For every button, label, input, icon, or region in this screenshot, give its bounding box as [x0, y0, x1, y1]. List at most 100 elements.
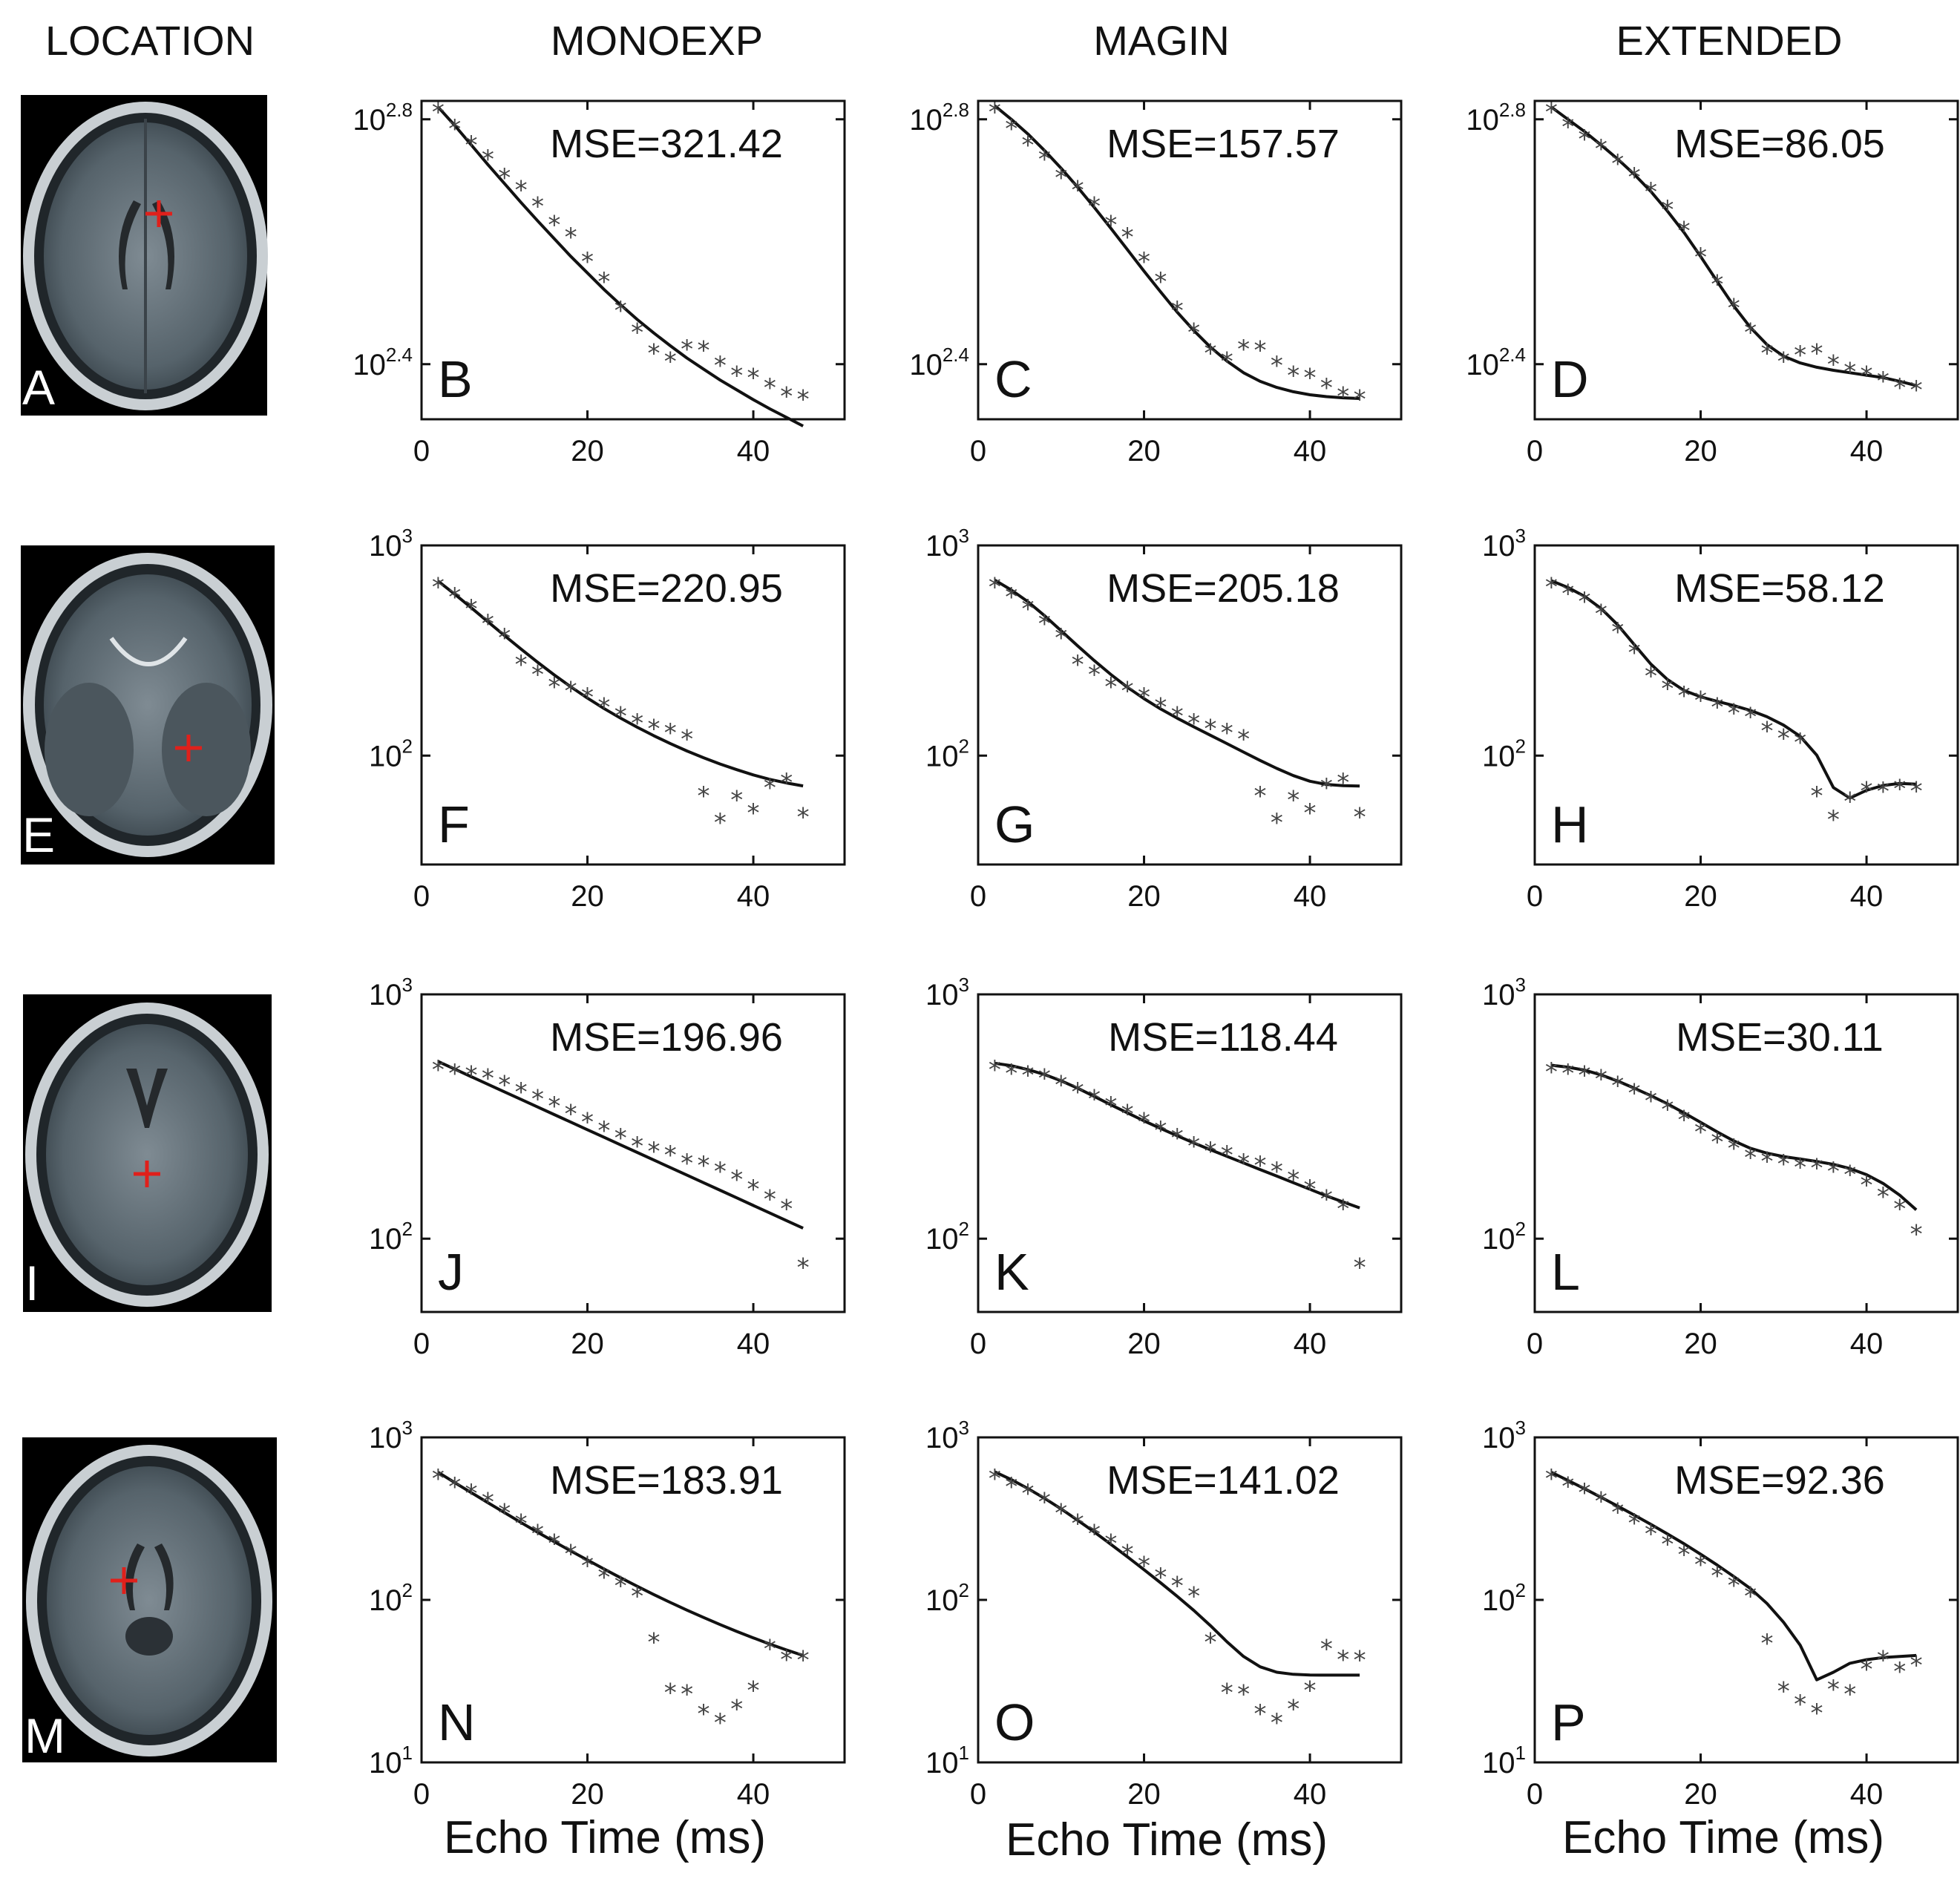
data-point-c-11: *	[1171, 296, 1184, 326]
data-point-g-18: *	[1287, 785, 1299, 815]
data-point-n-16: *	[698, 1699, 710, 1729]
data-point-d-12: *	[1744, 318, 1757, 348]
data-point-p-10: *	[1711, 1561, 1723, 1591]
mse-label-n: MSE=183.91	[550, 1458, 783, 1503]
data-point-c-20: *	[1320, 373, 1333, 403]
location-label-e: E	[22, 807, 55, 862]
fit-curve-j	[437, 1060, 804, 1230]
data-point-h-15: *	[1794, 728, 1806, 758]
data-point-f-12: *	[631, 709, 643, 738]
data-point-b-7: *	[548, 210, 560, 240]
axes-frame-l	[1533, 993, 1959, 1313]
data-point-k-3: *	[1038, 1063, 1051, 1093]
data-point-h-2: *	[1579, 587, 1591, 617]
data-point-o-6: *	[1088, 1520, 1101, 1549]
data-point-b-19: *	[747, 364, 760, 393]
data-point-k-20: *	[1320, 1184, 1333, 1214]
data-point-l-13: *	[1760, 1147, 1773, 1177]
y-tick-label-l-1: 103	[1482, 974, 1526, 1011]
data-point-h-12: *	[1744, 702, 1757, 732]
x-tick-label-p-20: 20	[1684, 1778, 1717, 1811]
panel-letter-c: C	[994, 350, 1032, 408]
mse-label-o: MSE=141.02	[1107, 1458, 1340, 1503]
data-point-j-4: *	[498, 1071, 511, 1100]
data-point-d-7: *	[1661, 195, 1674, 225]
data-point-d-17: *	[1827, 350, 1840, 380]
data-point-l-1: *	[1561, 1059, 1574, 1089]
data-point-j-6: *	[531, 1085, 544, 1115]
x-tick-label-g-0: 0	[970, 880, 986, 913]
voxel-marker-a	[145, 200, 172, 227]
data-point-n-8: *	[565, 1539, 577, 1569]
data-point-j-5: *	[515, 1077, 528, 1107]
data-point-g-7: *	[1104, 672, 1117, 702]
y-tick-label-o-1: 102	[925, 1579, 969, 1617]
data-point-c-22: *	[1354, 385, 1366, 415]
data-point-h-14: *	[1777, 724, 1790, 754]
data-point-p-4: *	[1611, 1497, 1624, 1527]
data-point-b-15: *	[681, 335, 693, 364]
data-point-o-0: *	[989, 1464, 1001, 1494]
data-point-f-15: *	[681, 725, 693, 755]
mri-thumbnail-a: A	[21, 95, 268, 416]
data-point-n-10: *	[597, 1563, 610, 1592]
y-tick-label-f-1: 103	[369, 525, 413, 562]
panel-letter-f: F	[438, 795, 470, 853]
mse-label-h: MSE=58.12	[1674, 566, 1885, 611]
data-point-b-17: *	[714, 351, 727, 381]
y-tick-label-b-1: 102.8	[353, 99, 413, 137]
x-tick-label-h-0: 0	[1527, 880, 1543, 913]
y-tick-label-c-1: 102.8	[909, 99, 969, 137]
data-point-b-12: *	[631, 318, 643, 348]
x-tick-label-c-40: 40	[1294, 435, 1327, 467]
x-tick-label-n-0: 0	[413, 1778, 430, 1811]
data-point-g-5: *	[1072, 650, 1084, 680]
data-point-b-4: *	[498, 163, 511, 193]
x-tick-label-o-0: 0	[970, 1778, 986, 1811]
x-tick-label-d-20: 20	[1684, 435, 1717, 467]
y-tick-label-h-0: 102	[1482, 735, 1526, 772]
data-point-o-22: *	[1354, 1646, 1366, 1676]
data-point-n-12: *	[631, 1581, 643, 1611]
data-point-p-20: *	[1877, 1646, 1889, 1676]
x-tick-label-n-20: 20	[571, 1778, 604, 1811]
voxel-marker-i	[134, 1161, 160, 1187]
data-point-g-6: *	[1088, 660, 1101, 690]
data-point-g-2: *	[1022, 594, 1035, 624]
data-point-g-14: *	[1221, 718, 1233, 748]
data-point-c-0: *	[989, 98, 1001, 128]
data-point-l-18: *	[1843, 1160, 1856, 1190]
data-point-c-3: *	[1038, 145, 1051, 174]
data-point-k-10: *	[1154, 1116, 1167, 1146]
data-point-h-0: *	[1545, 572, 1558, 602]
y-tick-label-j-0: 102	[369, 1218, 413, 1256]
data-point-f-1: *	[448, 583, 461, 612]
data-point-g-3: *	[1038, 609, 1051, 639]
data-point-n-15: *	[681, 1680, 693, 1710]
data-point-j-13: *	[647, 1137, 660, 1167]
data-point-d-15: *	[1794, 341, 1806, 370]
x-tick-label-o-20: 20	[1127, 1778, 1161, 1811]
fit-curve-d	[1550, 105, 1917, 387]
y-tick-label-k-0: 102	[925, 1218, 969, 1256]
axes-frame-f	[420, 544, 846, 866]
axes-frame-d	[1533, 99, 1959, 421]
data-point-b-13: *	[647, 339, 660, 369]
data-point-l-5: *	[1628, 1078, 1641, 1108]
data-point-n-20: *	[764, 1634, 776, 1664]
data-point-c-18: *	[1287, 361, 1299, 390]
data-point-c-2: *	[1022, 131, 1035, 160]
panel-letter-g: G	[994, 795, 1035, 853]
data-point-o-10: *	[1154, 1563, 1167, 1592]
data-point-c-6: *	[1088, 192, 1101, 222]
mse-label-f: MSE=220.95	[550, 566, 783, 611]
data-point-d-9: *	[1694, 243, 1707, 272]
data-point-n-5: *	[515, 1509, 528, 1539]
y-tick-label-d-0: 102.4	[1466, 344, 1526, 381]
panel-letter-n: N	[438, 1693, 476, 1751]
data-point-j-14: *	[664, 1141, 677, 1170]
mse-label-j: MSE=196.96	[550, 1015, 783, 1060]
data-point-p-15: *	[1794, 1690, 1806, 1719]
data-point-k-8: *	[1121, 1099, 1134, 1129]
